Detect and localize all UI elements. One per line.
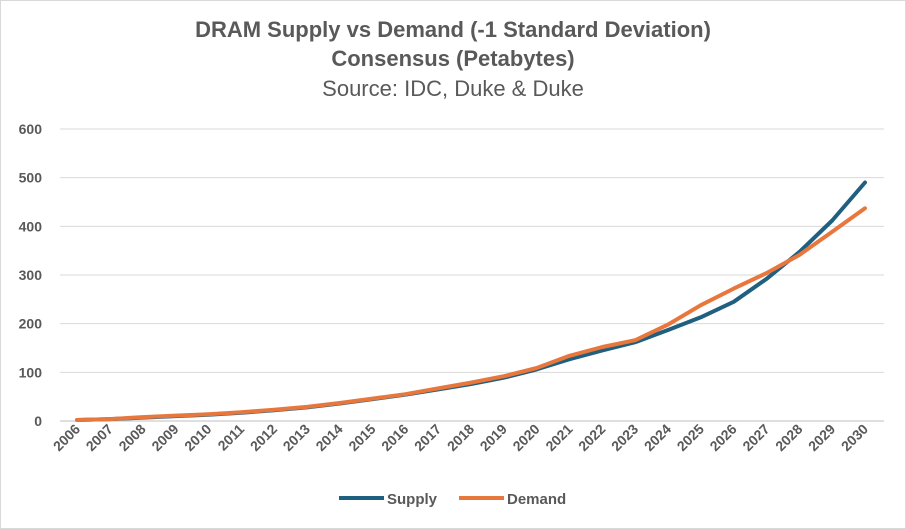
x-tick-label: 2029 [805, 421, 838, 454]
legend-label-supply: Supply [387, 491, 438, 508]
x-tick-label: 2024 [641, 421, 674, 454]
legend: Supply Demand [339, 491, 566, 508]
x-tick-label: 2028 [772, 421, 805, 454]
series-line-demand [75, 206, 867, 422]
legend-label-demand: Demand [507, 491, 566, 508]
x-tick-label: 2023 [608, 421, 641, 454]
x-tick-label: 2013 [280, 421, 313, 454]
y-tick-label: 200 [19, 316, 43, 332]
x-tick-label: 2025 [674, 421, 707, 454]
x-tick-label: 2007 [83, 421, 116, 454]
x-tick-label: 2019 [477, 421, 510, 454]
chart-subtitle: Source: IDC, Duke & Duke [322, 76, 584, 101]
y-tick-label: 600 [19, 121, 43, 137]
x-tick-label: 2027 [739, 421, 772, 454]
series-lines [75, 180, 867, 422]
x-tick-label: 2014 [312, 421, 345, 454]
x-tick-label: 2026 [706, 421, 739, 454]
x-tick-label: 2006 [50, 421, 83, 454]
y-tick-label: 400 [19, 218, 43, 234]
x-tick-label: 2012 [247, 421, 280, 454]
x-tick-label: 2016 [378, 421, 411, 454]
gridlines [60, 128, 884, 422]
x-tick-label: 2021 [542, 421, 575, 454]
chart-title-line2: Consensus (Petabytes) [331, 46, 575, 71]
y-tick-label: 0 [34, 413, 42, 429]
y-tick-label: 100 [19, 364, 43, 380]
y-axis-ticks: 0 100 200 300 400 500 600 [19, 121, 43, 429]
x-tick-label: 2030 [838, 421, 871, 454]
x-tick-label: 2011 [214, 421, 247, 454]
x-tick-label: 2017 [411, 421, 444, 454]
x-tick-label: 2010 [181, 421, 214, 454]
x-tick-label: 2018 [444, 421, 477, 454]
x-tick-label: 2009 [148, 421, 181, 454]
x-axis-ticks: 2006 2007 2008 2009 2010 2011 2012 2013 2014 2015… [50, 421, 871, 454]
chart-title: DRAM Supply vs Demand (-1 Standard Devia… [195, 17, 711, 42]
x-tick-label: 2022 [575, 421, 608, 454]
x-tick-label: 2008 [115, 421, 148, 454]
x-tick-label: 2015 [345, 421, 378, 454]
x-tick-label: 2020 [509, 421, 542, 454]
y-tick-label: 300 [19, 267, 43, 283]
y-tick-label: 500 [19, 170, 43, 186]
